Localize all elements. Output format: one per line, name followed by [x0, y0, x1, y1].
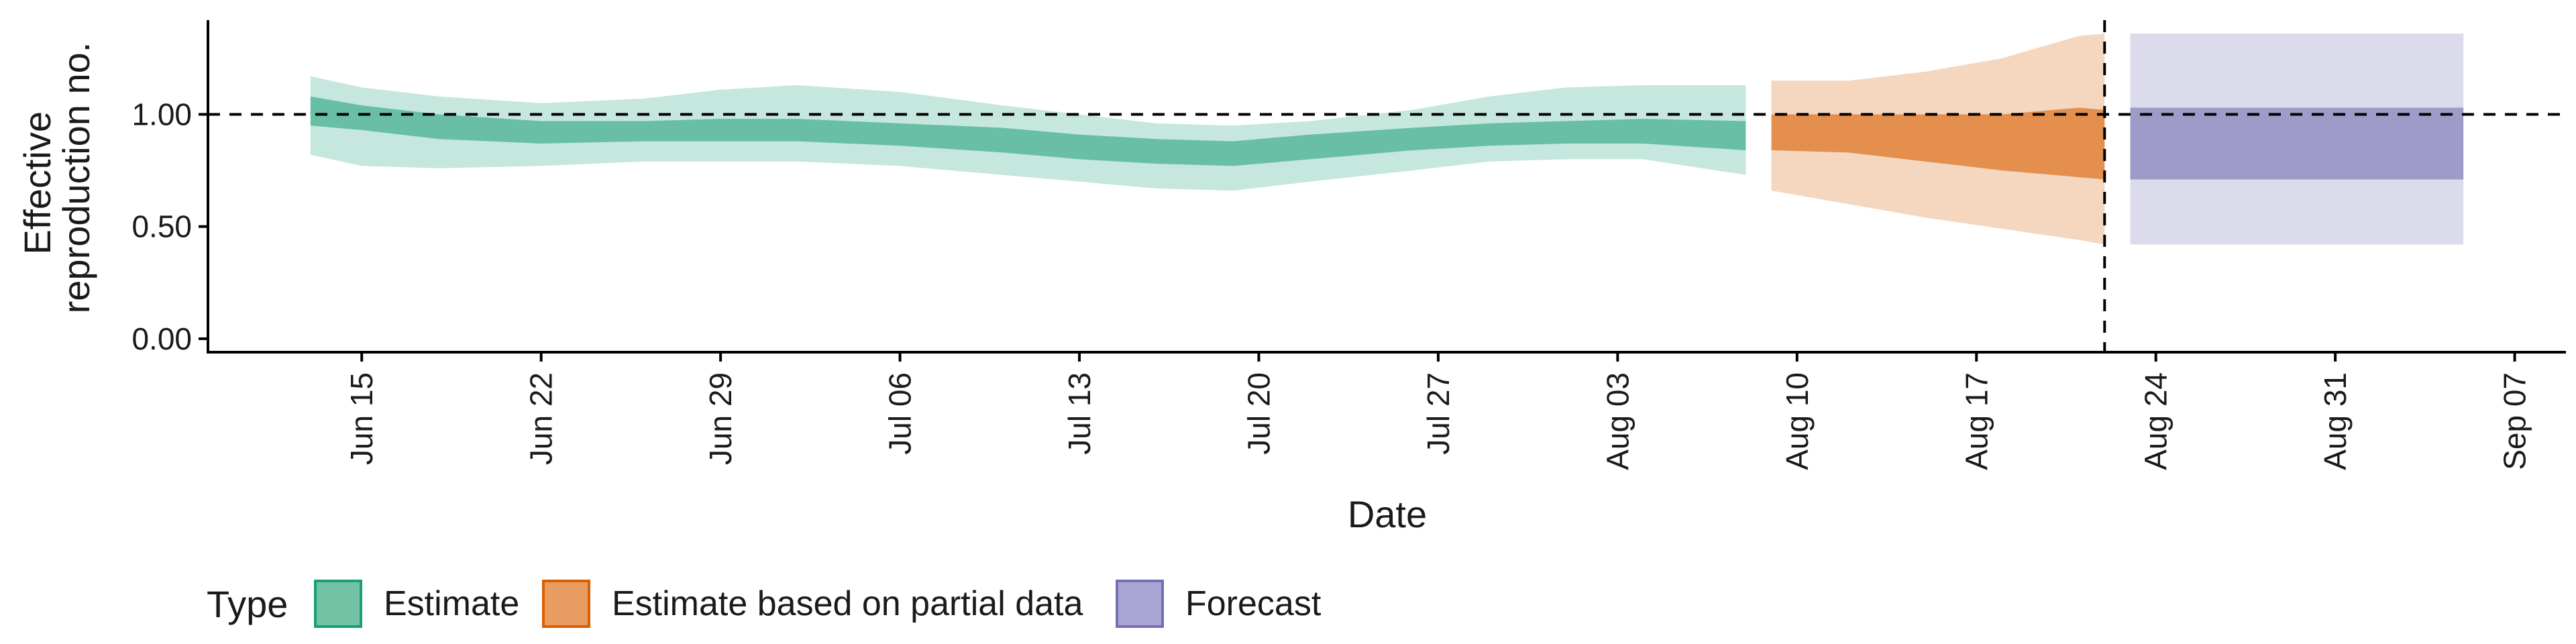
x-tick-label: Aug 17 — [1959, 372, 1994, 470]
x-tick-label: Jul 20 — [1241, 372, 1276, 455]
band-estimate-50 — [310, 96, 1746, 166]
legend-key-estimate — [314, 580, 362, 628]
x-tick-label: Jul 27 — [1421, 372, 1456, 455]
band-estimate-based-on-partial-data-50 — [1771, 107, 2105, 180]
x-tick-label: Aug 03 — [1600, 372, 1635, 470]
x-tick-label: Jun 15 — [344, 372, 379, 465]
x-tick-label: Jul 13 — [1062, 372, 1097, 455]
legend-title: Type — [207, 583, 288, 625]
legend-label-forecast: Forecast — [1185, 584, 1322, 623]
y-tick-label: 0.00 — [131, 321, 192, 356]
x-tick-label: Jul 06 — [883, 372, 918, 455]
legend: Type Estimate Estimate based on partial d… — [207, 580, 1322, 628]
y-axis-label: Effective reproduction no. — [16, 42, 97, 314]
x-tick-label: Jun 29 — [703, 372, 738, 465]
y-tick-label: 1.00 — [131, 97, 192, 131]
legend-key-estimate-based-on-partial-data — [542, 580, 590, 628]
y-tick-label: 0.50 — [131, 209, 192, 244]
x-tick-label: Aug 31 — [2318, 372, 2353, 470]
y-axis-label-line-1: Effective — [16, 111, 58, 255]
chart-bands — [310, 34, 2464, 245]
legend-label-estimate-based-on-partial-data: Estimate based on partial data — [612, 584, 1083, 623]
legend-label-estimate: Estimate — [384, 584, 519, 623]
x-tick-label: Jun 22 — [524, 372, 559, 465]
legend-key-forecast — [1116, 580, 1164, 628]
chart-axes: 0.00 0.50 1.00 Jun 15 Jun 22 Jun 29 Jul 06 Jul … — [131, 20, 2566, 470]
x-axis-label: Date — [1348, 493, 1427, 535]
band-forecast-50 — [2130, 107, 2464, 180]
y-axis-label-line-2: reproduction no. — [55, 42, 97, 314]
reference-lines — [208, 20, 2566, 352]
x-tick-label: Aug 24 — [2139, 372, 2174, 470]
x-tick-label: Aug 10 — [1780, 372, 1815, 470]
x-tick-label: Sep 07 — [2498, 372, 2532, 470]
